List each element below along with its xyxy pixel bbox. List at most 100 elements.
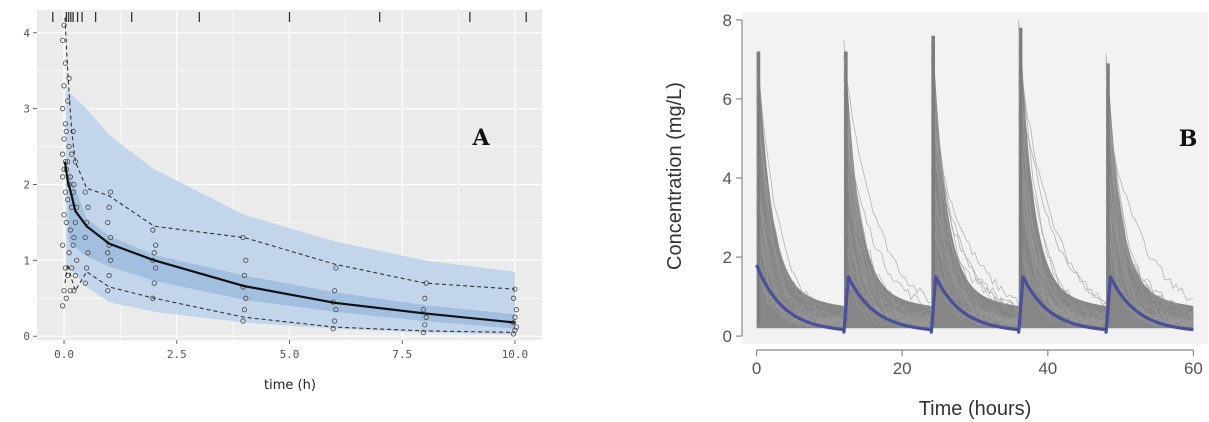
observation-point	[71, 181, 77, 188]
observation-point	[65, 197, 71, 203]
x-tick-label: 40	[1038, 359, 1057, 378]
simulated-profile	[1018, 228, 1107, 326]
observation-point	[513, 324, 519, 330]
observation-point	[60, 106, 66, 112]
simulated-profile	[930, 169, 1019, 327]
simulated-profile	[1105, 166, 1194, 327]
observation-point	[60, 151, 66, 157]
simulated-profile	[756, 99, 845, 322]
x-tick-label: 7.5	[392, 348, 412, 361]
x-tick-label: 0	[752, 359, 761, 378]
panel-a-x-axis-title: time (h)	[264, 378, 316, 393]
simulation-envelope	[1106, 63, 1194, 329]
x-tick-label: 5.0	[280, 348, 300, 361]
simulation-envelope	[1018, 27, 1107, 329]
simulated-profile	[756, 191, 845, 319]
mean-concentration-line	[755, 264, 1194, 334]
observation-point	[240, 318, 246, 324]
median-interval-band	[68, 169, 515, 329]
observation-point	[82, 280, 88, 286]
simulated-profile	[1018, 140, 1107, 328]
observation-point	[65, 98, 71, 104]
observation-point	[83, 265, 90, 271]
observation-point	[106, 272, 112, 279]
observation-point	[61, 212, 67, 218]
panel-b-simulations	[756, 20, 1194, 329]
observation-point	[60, 303, 66, 309]
y-tick-label: 6	[723, 90, 732, 109]
observation-point	[422, 322, 428, 328]
panel-b-y-axis-title: Concentration (mg/L)	[664, 82, 686, 270]
upper-percentile-line	[64, 17, 515, 290]
observation-point	[72, 272, 78, 279]
observation-point	[66, 250, 72, 256]
observation-point	[70, 128, 76, 134]
observation-point	[241, 307, 248, 313]
observation-point	[420, 329, 426, 336]
simulated-profile	[930, 100, 1019, 314]
observation-point	[67, 227, 73, 233]
observation-point	[60, 242, 66, 248]
simulated-profile	[1018, 120, 1107, 325]
simulation-envelope	[756, 51, 844, 329]
observation-point	[65, 272, 71, 279]
observation-point	[85, 250, 91, 256]
observation-point	[241, 272, 248, 279]
panel-a-rug	[52, 12, 527, 22]
observation-point	[510, 295, 517, 301]
observation-point	[243, 257, 249, 263]
observation-point	[85, 204, 91, 210]
observation-point	[331, 318, 338, 324]
panel-a-x-ticks: 0.0 2.5 5.0 7.5 10.0	[54, 340, 528, 361]
simulated-profile	[843, 184, 932, 329]
observation-point	[422, 295, 428, 301]
observation-point	[423, 314, 429, 320]
panel-b-y-ticks: 0 2 4 6 8	[723, 11, 742, 346]
panel-b-label: B	[1179, 126, 1198, 152]
panel-b-mean-line	[755, 264, 1194, 334]
y-tick-label: 4	[23, 27, 30, 40]
observation-point	[150, 227, 156, 233]
observation-point	[63, 295, 69, 301]
simulated-profile	[1018, 73, 1107, 317]
observation-point	[105, 288, 111, 294]
observation-point	[107, 234, 114, 241]
observation-point	[105, 250, 111, 256]
observation-point	[331, 288, 338, 294]
x-tick-label: 20	[893, 359, 912, 378]
observation-point	[63, 219, 69, 226]
observation-point	[61, 83, 67, 89]
observation-point	[243, 295, 249, 301]
observation-point	[60, 37, 66, 43]
observation-point	[153, 242, 159, 248]
simulated-profile	[843, 54, 932, 304]
simulated-profile	[1105, 77, 1194, 324]
observation-point	[61, 136, 67, 142]
observation-point	[107, 189, 114, 195]
y-tick-label: 0	[23, 330, 30, 343]
observation-point	[67, 288, 73, 294]
observation-point	[513, 307, 519, 313]
x-tick-label: 0.0	[54, 348, 74, 361]
simulated-profile	[756, 237, 845, 324]
observation-point	[66, 143, 72, 150]
observation-point	[82, 234, 88, 241]
simulated-profile	[930, 192, 1019, 327]
panel-b-x-ticks: 0 20 40 60	[752, 350, 1203, 378]
simulated-profile	[843, 244, 932, 318]
observation-point	[151, 250, 157, 256]
panel-b-x-axis-title: Time (hours)	[919, 398, 1032, 420]
y-tick-label: 2	[723, 248, 732, 267]
panel-b: 0 2 4 6 8 0 20 40 60 Time (hours) Concentration…	[664, 11, 1208, 420]
observation-point	[105, 219, 111, 226]
y-tick-label: 1	[23, 254, 30, 267]
observation-point	[74, 257, 80, 263]
y-tick-label: 4	[723, 169, 732, 188]
observation-point	[62, 121, 69, 127]
observation-point	[63, 128, 69, 134]
simulated-profile	[1018, 54, 1107, 305]
observation-point	[69, 265, 75, 271]
simulated-profile	[843, 106, 932, 323]
simulated-profile	[843, 130, 932, 326]
